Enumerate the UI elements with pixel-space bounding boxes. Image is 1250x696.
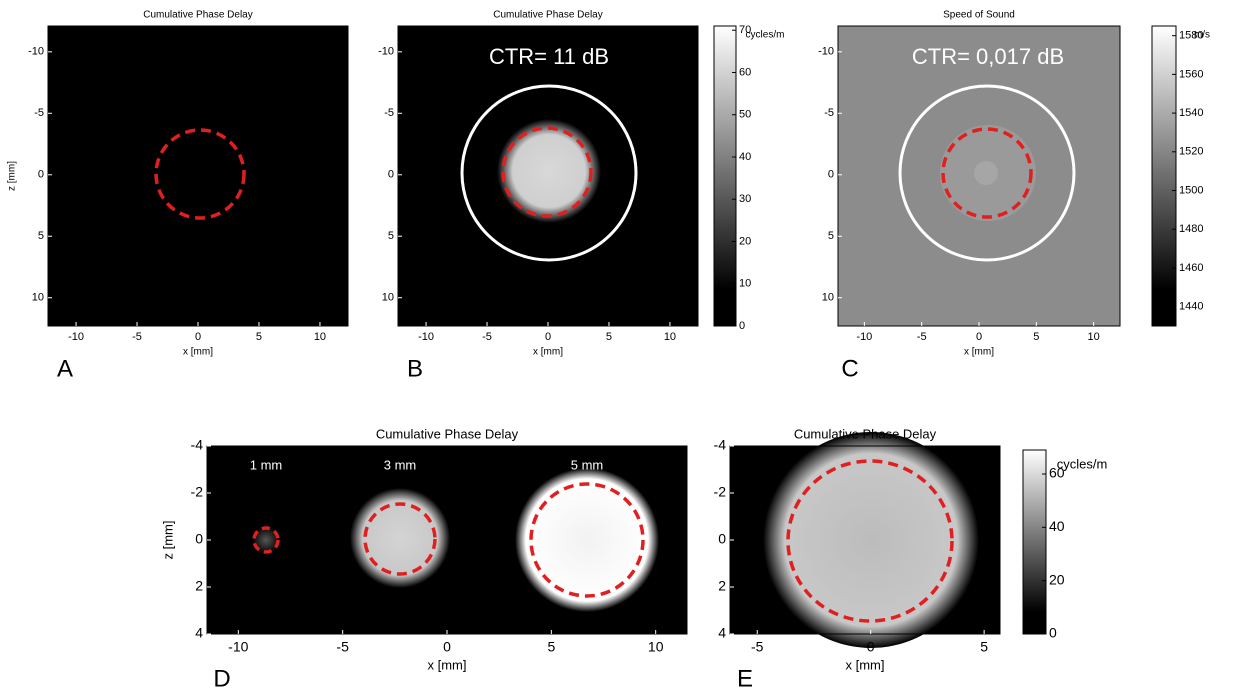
y-tick-label: -10 (378, 46, 394, 58)
y-tick-label: -5 (384, 107, 394, 119)
panel-label: A (57, 355, 73, 382)
y-tick-label: -10 (28, 46, 44, 58)
annotation: 1 mm (250, 457, 283, 472)
y-tick-label: 5 (388, 230, 394, 242)
colorbar-unit: cycles/m (746, 30, 785, 41)
x-tick-label: -5 (482, 331, 492, 343)
chart-title: Cumulative Phase Delay (376, 426, 519, 441)
colorbar-unit: cycles/m (1057, 456, 1108, 471)
x-tick-label: 10 (314, 331, 326, 343)
y-tick-label: -5 (824, 107, 834, 119)
image-c (838, 26, 1120, 326)
annotation: CTR= 0,017 dB (912, 44, 1064, 69)
x-tick-label: -10 (228, 639, 248, 655)
x-tick-label: 5 (1033, 331, 1039, 343)
x-tick-label: -10 (856, 331, 872, 343)
colorbar (1023, 450, 1046, 634)
colorbar (714, 26, 736, 326)
y-axis-label: z [mm] (160, 521, 175, 560)
colorbar-tick-label: 60 (739, 66, 751, 78)
x-axis-label: x [mm] (533, 347, 563, 358)
x-axis-label: x [mm] (846, 657, 885, 672)
x-tick-label: 5 (256, 331, 262, 343)
y-tick-label: -10 (818, 46, 834, 58)
x-tick-label: 0 (976, 331, 982, 343)
x-tick-label: -10 (68, 331, 84, 343)
x-tick-label: 0 (545, 331, 551, 343)
y-tick-label: 5 (828, 230, 834, 242)
y-tick-label: 10 (822, 292, 834, 304)
y-tick-label: 10 (382, 292, 394, 304)
y-tick-label: 5 (38, 230, 44, 242)
x-tick-label: 0 (867, 639, 875, 655)
annotation: 3 mm (384, 457, 417, 472)
colorbar-tick-label: 1560 (1179, 68, 1203, 80)
y-tick-label: -4 (191, 437, 204, 453)
image-b (398, 26, 698, 326)
chart-title: Cumulative Phase Delay (794, 426, 937, 441)
y-tick-label: 10 (32, 292, 44, 304)
y-tick-label: 4 (718, 625, 726, 641)
y-tick-label: 4 (195, 625, 203, 641)
y-tick-label: -2 (714, 484, 727, 500)
panel-label: E (737, 665, 753, 692)
x-axis-label: x [mm] (183, 347, 213, 358)
colorbar-tick-label: 40 (739, 151, 751, 163)
annotation: 5 mm (571, 457, 604, 472)
x-tick-label: 0 (195, 331, 201, 343)
x-tick-label: -5 (132, 331, 142, 343)
colorbar-tick-label: 50 (739, 109, 751, 121)
y-tick-label: 2 (718, 578, 726, 594)
x-tick-label: -5 (336, 639, 349, 655)
colorbar-tick-label: 1460 (1179, 262, 1203, 274)
y-tick-label: 2 (195, 578, 203, 594)
panel-label: B (407, 355, 423, 382)
colorbar-tick-label: 1480 (1179, 223, 1203, 235)
image-a (48, 26, 348, 326)
chart-title: Cumulative Phase Delay (143, 10, 253, 21)
x-tick-label: 0 (443, 639, 451, 655)
image-e (730, 432, 1000, 648)
x-tick-label: -5 (751, 639, 764, 655)
colorbar-tick-label: 20 (739, 235, 751, 247)
x-axis-label: x [mm] (964, 347, 994, 358)
panel-label: C (841, 355, 858, 382)
colorbar-tick-label: 1440 (1179, 301, 1203, 313)
colorbar (1152, 26, 1176, 326)
y-tick-label: 0 (828, 169, 834, 181)
colorbar-tick-label: 20 (1049, 571, 1065, 587)
colorbar-tick-label: 0 (1049, 625, 1057, 641)
x-tick-label: 10 (664, 331, 676, 343)
x-tick-label: -10 (418, 331, 434, 343)
y-tick-label: -5 (34, 107, 44, 119)
y-tick-label: 0 (388, 169, 394, 181)
panel-label: D (213, 665, 230, 692)
chart-title: Speed of Sound (943, 10, 1015, 21)
y-tick-label: -2 (191, 484, 204, 500)
y-tick-label: 0 (38, 169, 44, 181)
x-tick-label: 10 (1088, 331, 1100, 343)
colorbar-tick-label: 1500 (1179, 184, 1203, 196)
colorbar-unit: m/s (1194, 30, 1210, 41)
y-tick-label: 0 (718, 531, 726, 547)
x-tick-label: 10 (648, 639, 664, 655)
annotation: CTR= 11 dB (489, 44, 609, 69)
x-tick-label: 5 (606, 331, 612, 343)
image-d (207, 446, 687, 634)
colorbar-tick-label: 10 (739, 278, 751, 290)
colorbar-tick-label: 0 (739, 320, 745, 332)
x-tick-label: 5 (980, 639, 988, 655)
x-axis-label: x [mm] (428, 657, 467, 672)
y-axis-label: z [mm] (7, 161, 18, 191)
x-tick-label: -5 (917, 331, 927, 343)
y-tick-label: -4 (714, 437, 727, 453)
colorbar-tick-label: 40 (1049, 518, 1065, 534)
chart-title: Cumulative Phase Delay (493, 10, 603, 21)
colorbar-tick-label: 1540 (1179, 107, 1203, 119)
figure: Cumulative Phase Delay -10 -5 0 5 10 -10 -5 0 5 10… (0, 0, 1250, 696)
colorbar-tick-label: 1520 (1179, 146, 1203, 158)
colorbar-tick-label: 30 (739, 193, 751, 205)
x-tick-label: 5 (547, 639, 555, 655)
y-tick-label: 0 (195, 531, 203, 547)
